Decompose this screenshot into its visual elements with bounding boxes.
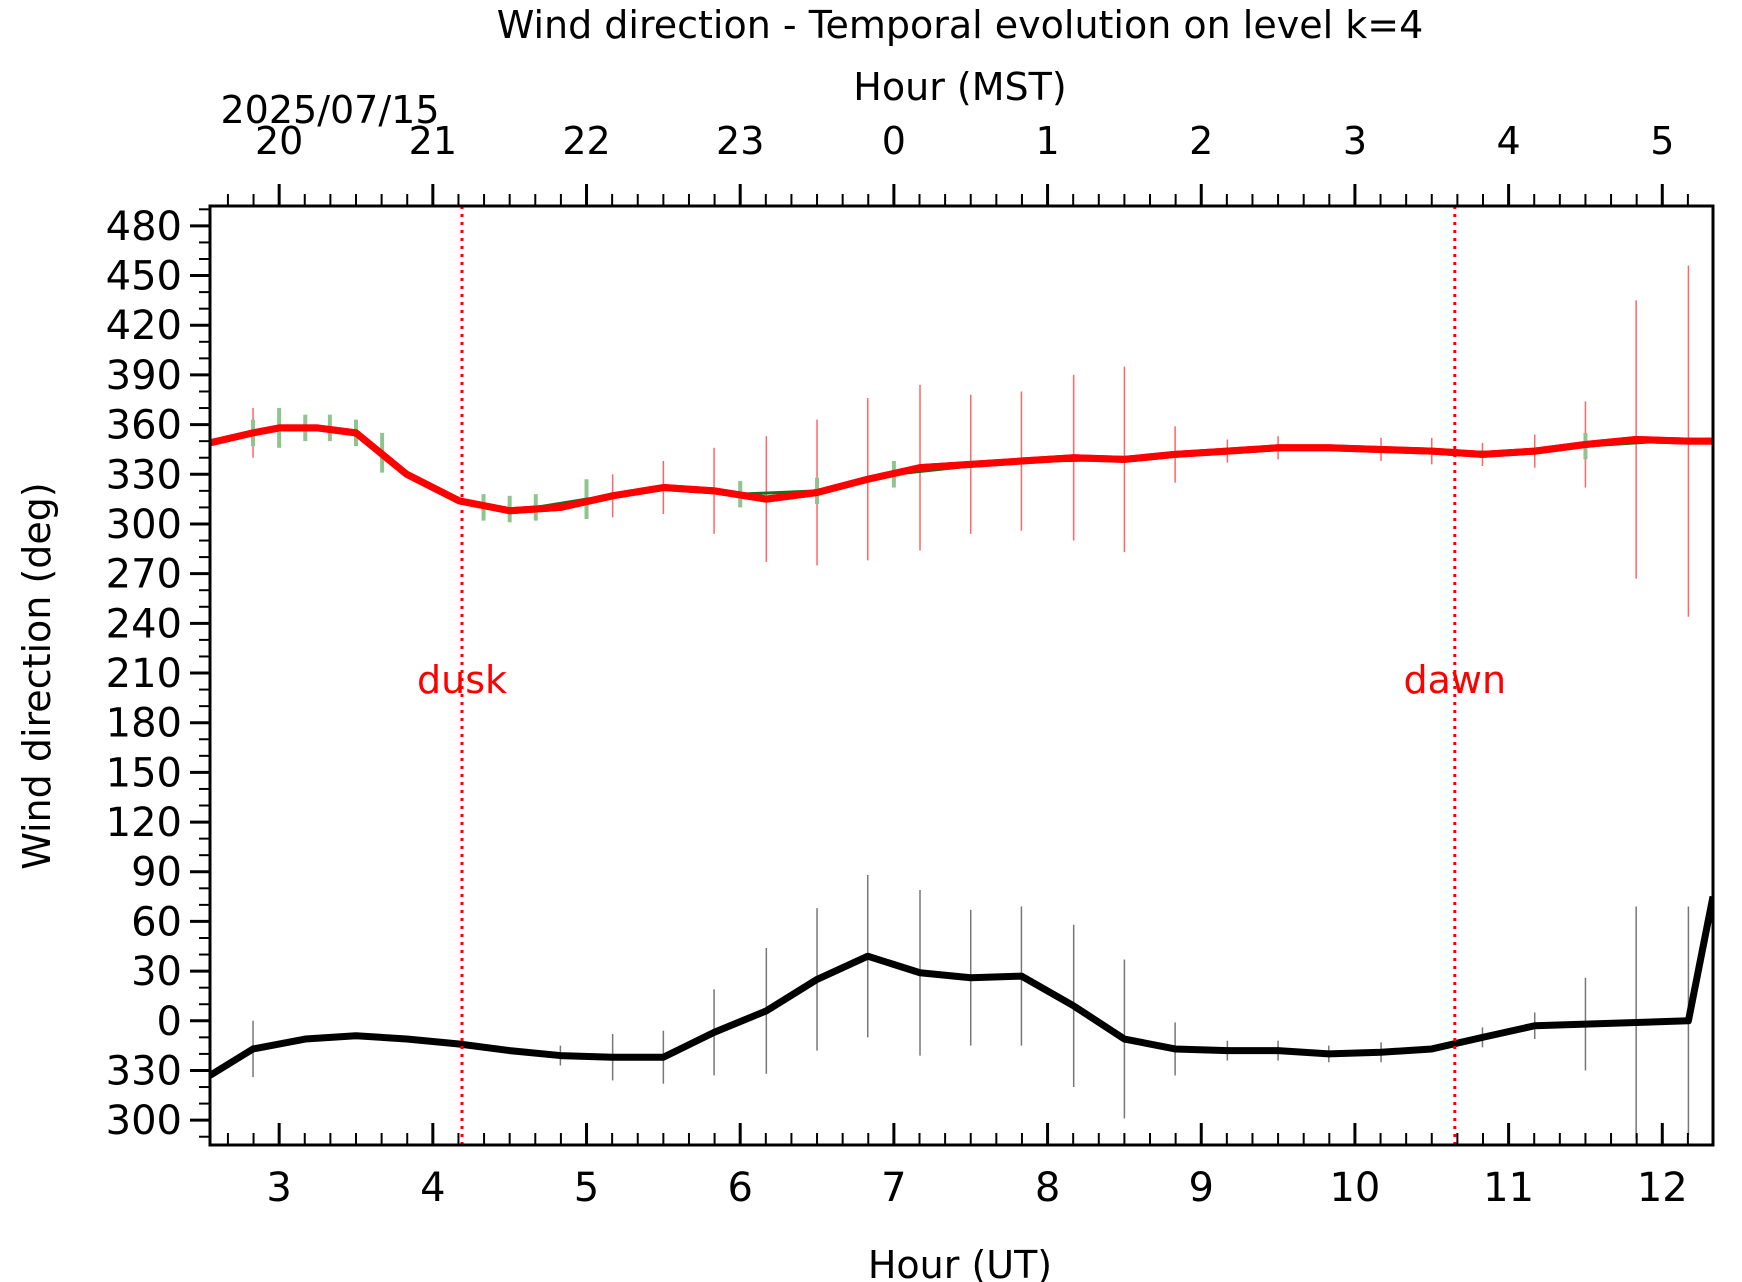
y-tick-label: 150 [106,750,182,796]
series-line-1 [210,424,1713,515]
y-tick-label: 480 [106,204,182,250]
date-label: 2025/07/15 [220,88,439,132]
y-tick-label: 360 [106,403,182,449]
plot-frame [208,204,1715,1147]
top-tick-label: 1 [1035,119,1059,163]
x-tick-label: 6 [727,1165,752,1211]
top-tick-label: 5 [1650,119,1674,163]
x-tick-label: 4 [420,1165,445,1211]
x-tick-label: 9 [1189,1165,1214,1211]
top-tick-label: 21 [409,119,457,163]
x-tick-label: 11 [1483,1165,1534,1211]
y-tick-label: 450 [106,254,182,300]
y-tick-label: 330 [106,452,182,498]
annotation-label-dusk: dusk [417,658,507,702]
top-tick-label: 3 [1343,119,1367,163]
y-tick-label: 300 [106,502,182,548]
x-tick-label: 7 [881,1165,906,1211]
y-tick-label: 240 [106,601,182,647]
series-line-2 [210,426,1713,511]
annotation-label-dawn: dawn [1404,658,1507,702]
top-tick-label: 23 [716,119,764,163]
y-tick-label: 0 [157,999,182,1045]
top-axis-label: Hour (MST) [853,65,1066,109]
top-tick-label: 0 [882,119,906,163]
y-tick-label: 180 [106,701,182,747]
bottom-axis-label: Hour (UT) [868,1243,1052,1282]
y-tick-label: 270 [106,552,182,598]
y-tick-label: 210 [106,651,182,697]
top-tick-label: 22 [562,119,610,163]
x-tick-label: 8 [1035,1165,1060,1211]
series-line-red-top [210,424,1713,515]
x-tick-label: 3 [266,1165,291,1211]
y-tick-label: 390 [106,353,182,399]
y-tick-label: 300 [106,1098,182,1144]
y-tick-label: 330 [106,1048,182,1094]
y-tick-label: 120 [106,800,182,846]
series-line-0 [210,895,1713,1079]
plot-area: dusk dawn32042152262370819210311412530033… [106,119,1715,1211]
top-tick-label: 4 [1497,119,1521,163]
y-axis-label: Wind direction (deg) [15,482,59,869]
x-tick-label: 5 [574,1165,599,1211]
x-tick-label: 12 [1637,1165,1688,1211]
y-tick-label: 90 [131,850,182,896]
x-tick-label: 10 [1329,1165,1380,1211]
chart-title: Wind direction - Temporal evolution on l… [497,3,1424,47]
data-layer [210,265,1713,1139]
y-tick-label: 60 [131,899,182,945]
y-tick-label: 420 [106,303,182,349]
y-tick-label: 30 [131,949,182,995]
top-tick-label: 2 [1189,119,1213,163]
top-tick-label: 20 [255,119,303,163]
